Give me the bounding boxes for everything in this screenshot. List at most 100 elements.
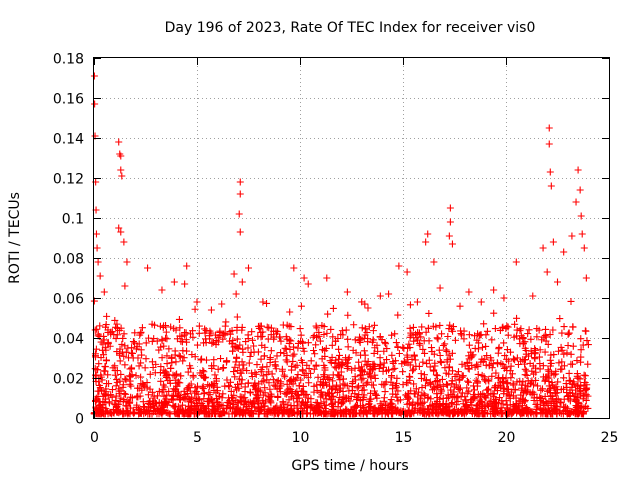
data-point — [252, 370, 260, 378]
data-point — [500, 294, 508, 302]
data-point — [363, 410, 371, 418]
data-point — [196, 396, 204, 404]
data-point — [296, 325, 304, 333]
data-point — [187, 380, 195, 388]
data-point — [525, 326, 533, 334]
data-point — [510, 333, 518, 341]
data-point — [92, 345, 100, 353]
data-point — [282, 390, 290, 398]
data-point — [518, 384, 526, 392]
y-tick-label: 0.06 — [53, 292, 84, 308]
data-point — [415, 339, 423, 347]
data-point — [487, 356, 495, 364]
data-point — [342, 394, 350, 402]
data-point — [285, 340, 293, 348]
data-point — [524, 330, 532, 338]
data-point — [320, 330, 328, 338]
data-point — [507, 362, 515, 370]
data-point — [470, 382, 478, 390]
data-point — [224, 398, 232, 406]
data-point — [171, 386, 179, 394]
data-point — [221, 382, 229, 390]
data-point — [101, 367, 109, 375]
data-point — [574, 402, 582, 410]
data-point — [582, 327, 590, 335]
data-point — [198, 384, 206, 392]
data-point — [474, 390, 482, 398]
data-point — [335, 345, 343, 353]
data-point — [209, 338, 217, 346]
data-point — [339, 387, 347, 395]
data-point — [364, 338, 372, 346]
data-point — [187, 330, 195, 338]
data-point — [280, 403, 288, 411]
data-point — [244, 379, 252, 387]
data-point — [417, 395, 425, 403]
data-point — [444, 381, 452, 389]
data-point — [562, 403, 570, 411]
data-point — [567, 297, 575, 305]
data-point — [470, 393, 478, 401]
data-point — [465, 331, 473, 339]
data-point — [366, 369, 374, 377]
data-point — [166, 379, 174, 387]
data-point — [446, 363, 454, 371]
data-point — [232, 407, 240, 415]
data-point — [456, 302, 464, 310]
data-point — [480, 320, 488, 328]
data-point — [439, 405, 447, 413]
data-point — [324, 310, 332, 318]
data-point — [405, 340, 413, 348]
data-point — [287, 375, 295, 383]
data-point — [112, 335, 120, 343]
data-point — [309, 410, 317, 418]
data-point — [521, 356, 529, 364]
data-point — [495, 399, 503, 407]
data-point — [394, 406, 402, 414]
data-point — [537, 386, 545, 394]
data-point — [108, 386, 116, 394]
data-point — [277, 337, 285, 345]
data-point — [420, 390, 428, 398]
data-point — [387, 396, 395, 404]
data-point — [322, 401, 330, 409]
data-point — [248, 328, 256, 336]
data-point — [389, 390, 397, 398]
data-point — [227, 378, 235, 386]
data-point — [569, 323, 577, 331]
data-point — [169, 395, 177, 403]
data-point — [142, 355, 150, 363]
data-point — [575, 407, 583, 415]
data-point — [117, 166, 125, 174]
data-point — [458, 373, 466, 381]
data-point — [380, 381, 388, 389]
data-point — [493, 359, 501, 367]
data-point — [539, 244, 547, 252]
data-point — [339, 331, 347, 339]
data-point — [113, 408, 121, 416]
data-point — [118, 348, 126, 356]
data-point — [188, 351, 196, 359]
data-point — [512, 258, 520, 266]
data-point — [112, 401, 120, 409]
data-point — [369, 381, 377, 389]
data-point — [320, 361, 328, 369]
data-point — [256, 388, 264, 396]
data-point — [268, 370, 276, 378]
data-point — [236, 178, 244, 186]
data-point — [364, 358, 372, 366]
data-point — [133, 393, 141, 401]
data-point — [93, 366, 101, 374]
data-point — [429, 322, 437, 330]
data-point — [394, 387, 402, 395]
data-point — [91, 100, 99, 108]
data-point — [407, 329, 415, 337]
data-point — [259, 372, 267, 380]
data-point — [492, 384, 500, 392]
x-tick-label: 10 — [292, 430, 310, 446]
data-point — [133, 384, 141, 392]
data-point — [506, 367, 514, 375]
data-point — [267, 399, 275, 407]
data-point — [424, 324, 432, 332]
